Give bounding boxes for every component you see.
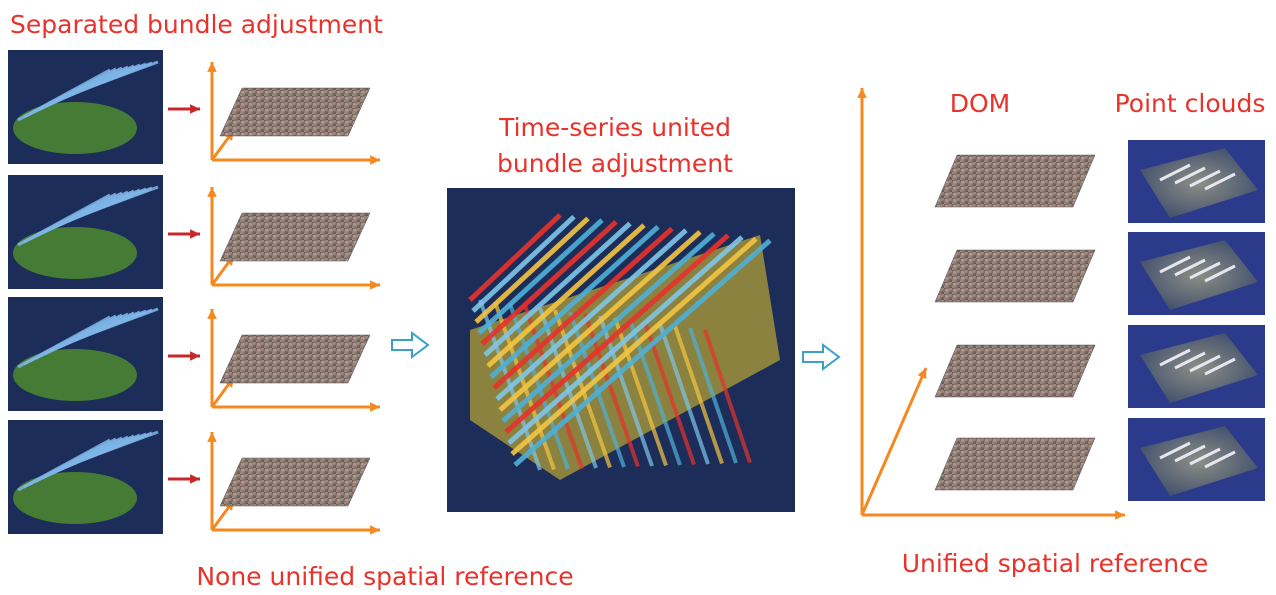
building (1189, 447, 1221, 466)
camera-strip (483, 221, 632, 357)
camera-strip (468, 213, 562, 302)
camera-strip (504, 233, 730, 434)
building (1159, 255, 1191, 274)
camera-strip (688, 327, 738, 464)
axis-x-head (370, 155, 380, 165)
axis-x-head (370, 280, 380, 290)
map (219, 87, 371, 137)
axis-y-head (857, 88, 867, 98)
vegetation (13, 472, 137, 524)
label-dom: DOM (950, 89, 1011, 118)
building (1174, 258, 1206, 277)
building (1174, 166, 1206, 185)
camera-strip (510, 236, 758, 456)
flow-arrow (391, 331, 430, 359)
title-separated: Separated bundle adjustment (10, 10, 383, 39)
camera-strip (65, 185, 159, 223)
vegetation (13, 227, 137, 279)
building (1189, 169, 1221, 188)
camera-strip (658, 323, 710, 465)
building (1159, 348, 1191, 367)
camera-strip (471, 214, 576, 313)
label-point-clouds: Point clouds (1115, 89, 1266, 118)
map (219, 334, 371, 384)
camera-strip (65, 307, 159, 345)
building (1204, 264, 1236, 283)
camera-strip (489, 225, 660, 379)
axis-y-head (207, 62, 217, 72)
camera-strip (474, 216, 590, 324)
building (1189, 354, 1221, 373)
building (1159, 441, 1191, 460)
axis-x-head (370, 402, 380, 412)
camera-strip (495, 228, 688, 401)
building (1159, 163, 1191, 182)
vegetation (13, 102, 137, 154)
label-none-unified: None unified spatial reference (196, 562, 573, 591)
building (1189, 261, 1221, 280)
camera-strip (477, 218, 604, 335)
building (1174, 351, 1206, 370)
camera-strip (480, 219, 618, 346)
camera-strip (65, 60, 159, 98)
camera-strip (703, 329, 752, 464)
building (1204, 357, 1236, 376)
dom-map (934, 344, 1096, 398)
flow-arrow (802, 343, 841, 371)
camera-strip (501, 231, 716, 423)
building (1204, 172, 1236, 191)
camera-strip (507, 235, 744, 445)
axis-y-head (207, 309, 217, 319)
red-arrow-head (190, 351, 200, 361)
camera-strip (513, 238, 772, 467)
title-united-1: Time-series united (498, 113, 731, 142)
camera-strip (492, 226, 674, 390)
dom-map (934, 437, 1096, 491)
axis-y-head (207, 187, 217, 197)
vegetation (13, 349, 137, 401)
camera-strip (673, 325, 724, 465)
axis-y-head (207, 432, 217, 442)
decoration (8, 50, 1265, 535)
axis-z (860, 367, 928, 516)
building (1204, 450, 1236, 469)
dom-map (934, 154, 1096, 208)
map (219, 457, 371, 507)
axis-x-head (370, 525, 380, 535)
camera-strip (65, 430, 159, 468)
label-unified: Unified spatial reference (902, 549, 1209, 578)
camera-strip (498, 230, 702, 412)
axis-x-head (1115, 510, 1125, 520)
dom-map (934, 249, 1096, 303)
red-arrow-head (190, 229, 200, 239)
red-arrow-head (190, 104, 200, 114)
title-united-2: bundle adjustment (497, 149, 733, 178)
building (1174, 444, 1206, 463)
axis-z-head (917, 368, 927, 379)
red-arrow-head (190, 474, 200, 484)
camera-strip (486, 223, 646, 368)
map (219, 212, 371, 262)
